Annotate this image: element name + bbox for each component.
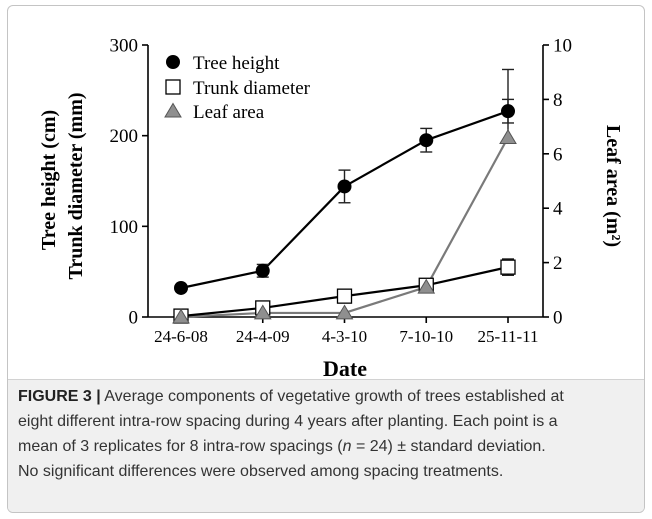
legend-leaf-area-label: Leaf area — [193, 102, 265, 123]
y-right-tick-label: 2 — [553, 253, 563, 274]
axes: 0 100 200 300 0 2 4 6 8 10 24-6-08 24-4-09 4-3-10 7-1… — [110, 36, 573, 347]
legend-leaf-area-marker — [164, 102, 182, 118]
caption-line-1: FIGURE 3 | Average components of vegetat… — [18, 384, 634, 409]
x-tick-label: 24-4-09 — [236, 327, 290, 346]
tree-height-point — [419, 133, 434, 148]
x-tick-label: 25-11-11 — [477, 327, 538, 346]
figure-caption: FIGURE 3 | Average components of vegetat… — [8, 379, 644, 512]
y-right-tick-label: 4 — [553, 199, 563, 220]
x-tick-label: 4-3-10 — [322, 327, 367, 346]
legend: Tree height Trunk diameter Leaf area — [164, 53, 311, 123]
leaf-area-point — [335, 304, 354, 320]
caption-line-4: No significant differences were observed… — [18, 463, 504, 480]
x-axis-title: Date — [323, 356, 367, 379]
chart: 0 100 200 300 0 2 4 6 8 10 24-6-08 24-4-09 4-3-10 7-1… — [38, 36, 624, 380]
y-left-tick-label: 0 — [129, 308, 139, 329]
caption-text-1: Average components of vegetative growth … — [104, 388, 564, 405]
y-left-tick-label: 200 — [110, 126, 139, 147]
leaf-area-point — [253, 304, 272, 320]
y-axis-left-title-1: Tree height (cm) — [38, 110, 60, 250]
caption-line-2: eight different intra-row spacing during… — [18, 413, 558, 430]
caption-text-3a: mean of 3 replicates for 8 intra-row spa… — [18, 438, 343, 455]
figure-frame: FIGURE 3 | Average components of vegetat… — [7, 5, 645, 513]
y-axis-right-title: Leaf area (m²) — [602, 125, 624, 247]
legend-tree-height-marker — [166, 55, 180, 69]
data-marks — [172, 68, 517, 324]
tree-height-point — [255, 263, 270, 278]
caption-figure-label: FIGURE 3 | — [18, 388, 101, 405]
y-left-tick-label: 300 — [110, 36, 139, 57]
trunk-diameter-point — [336, 288, 353, 304]
leaf-area-point — [499, 128, 517, 144]
caption-line-3: mean of 3 replicates for 8 intra-row spa… — [18, 434, 634, 459]
leaf-area-point — [417, 278, 436, 294]
tree-height-point — [174, 280, 188, 295]
leaf-area-error-bar — [502, 68, 514, 138]
legend-tree-height-label: Tree height — [193, 53, 280, 74]
y-axis-left-title-2: Trunk diameter (mm) — [65, 92, 87, 279]
y-right-tick-label: 0 — [553, 308, 563, 329]
caption-n-symbol: n — [342, 438, 352, 455]
tree-height-point — [501, 104, 515, 119]
x-tick-label: 24-6-08 — [154, 327, 208, 346]
legend-trunk-diameter-marker — [165, 79, 181, 95]
y-right-tick-label: 6 — [553, 144, 563, 165]
x-tick-label: 7-10-10 — [399, 327, 453, 346]
caption-text-3b: = 24) ± standard deviation. — [351, 438, 546, 455]
y-right-tick-label: 8 — [553, 90, 563, 111]
legend-trunk-diameter-label: Trunk diameter — [193, 78, 311, 99]
tree-height-point — [337, 179, 352, 194]
trunk-diameter-point — [500, 259, 516, 275]
y-left-tick-label: 100 — [110, 217, 139, 238]
leaf-area-point — [172, 308, 190, 324]
y-right-tick-label: 10 — [553, 36, 572, 57]
